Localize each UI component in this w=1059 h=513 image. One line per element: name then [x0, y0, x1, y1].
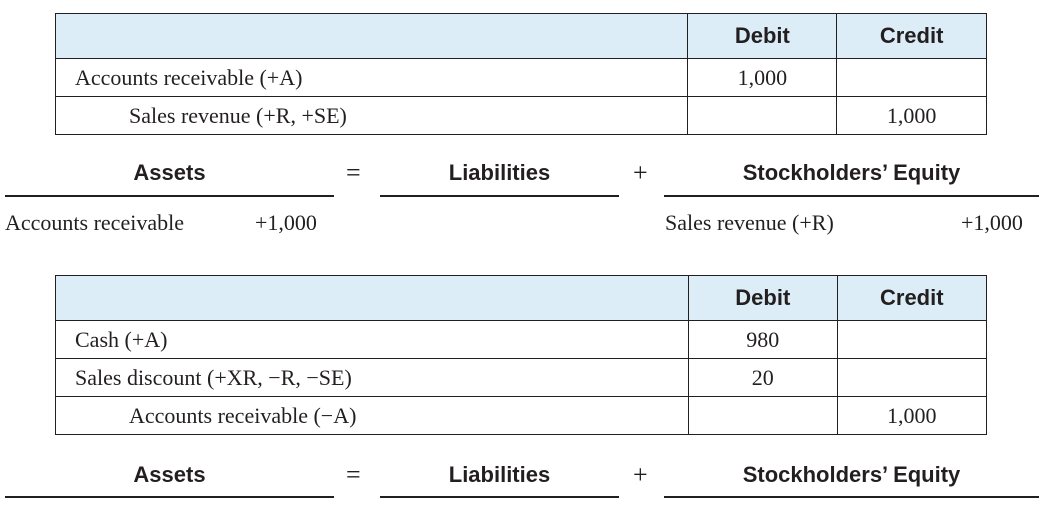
equity-heading: Stockholders’ Equity [664, 160, 1039, 186]
liabilities-heading: Liabilities [380, 462, 619, 488]
equity-line-label: Sales revenue (+R) [665, 210, 834, 236]
credit-cell [837, 59, 987, 97]
equity-rule [664, 195, 1039, 197]
assets-heading: Assets [5, 160, 334, 186]
journal-header-row: Debit Credit [56, 14, 987, 59]
journal-entry-1: Debit Credit Accounts receivable (+A) 1,… [55, 13, 987, 135]
liabilities-rule [380, 195, 619, 197]
debit-cell [688, 97, 837, 135]
assets-heading: Assets [5, 462, 334, 488]
asset-line-label: Accounts receivable [5, 210, 184, 236]
account-cell: Sales revenue (+R, +SE) [56, 97, 688, 135]
equals-sign: = [346, 158, 361, 188]
equals-sign: = [346, 460, 361, 490]
equity-heading: Stockholders’ Equity [664, 462, 1039, 488]
credit-cell: 1,000 [837, 97, 987, 135]
credit-cell: 1,000 [837, 397, 986, 435]
account-cell: Accounts receivable (−A) [56, 397, 689, 435]
account-cell: Cash (+A) [56, 321, 689, 359]
asset-line-value: +1,000 [255, 210, 317, 236]
journal-row: Sales discount (+XR, −R, −SE) 20 [56, 359, 987, 397]
liabilities-rule [380, 496, 619, 498]
plus-sign: + [633, 158, 648, 188]
debit-cell [689, 397, 838, 435]
credit-cell [837, 359, 986, 397]
liabilities-heading: Liabilities [380, 160, 619, 186]
journal-header-row: Debit Credit [56, 276, 987, 321]
account-header-cell [56, 276, 689, 321]
journal-row: Accounts receivable (−A) 1,000 [56, 397, 987, 435]
credit-header: Credit [837, 14, 987, 59]
account-cell: Sales discount (+XR, −R, −SE) [56, 359, 689, 397]
debit-cell: 1,000 [688, 59, 837, 97]
account-cell: Accounts receivable (+A) [56, 59, 688, 97]
credit-cell [837, 321, 986, 359]
assets-rule [5, 195, 334, 197]
debit-header: Debit [689, 276, 838, 321]
journal-row: Accounts receivable (+A) 1,000 [56, 59, 987, 97]
journal-row: Cash (+A) 980 [56, 321, 987, 359]
plus-sign: + [633, 460, 648, 490]
journal-row: Sales revenue (+R, +SE) 1,000 [56, 97, 987, 135]
assets-rule [5, 496, 334, 498]
journal-entry-2: Debit Credit Cash (+A) 980 Sales discoun… [55, 275, 987, 435]
equity-rule [664, 496, 1039, 498]
equity-line-value: +1,000 [961, 210, 1023, 236]
debit-cell: 980 [689, 321, 838, 359]
debit-cell: 20 [689, 359, 838, 397]
credit-header: Credit [837, 276, 986, 321]
account-header-cell [56, 14, 688, 59]
debit-header: Debit [688, 14, 837, 59]
